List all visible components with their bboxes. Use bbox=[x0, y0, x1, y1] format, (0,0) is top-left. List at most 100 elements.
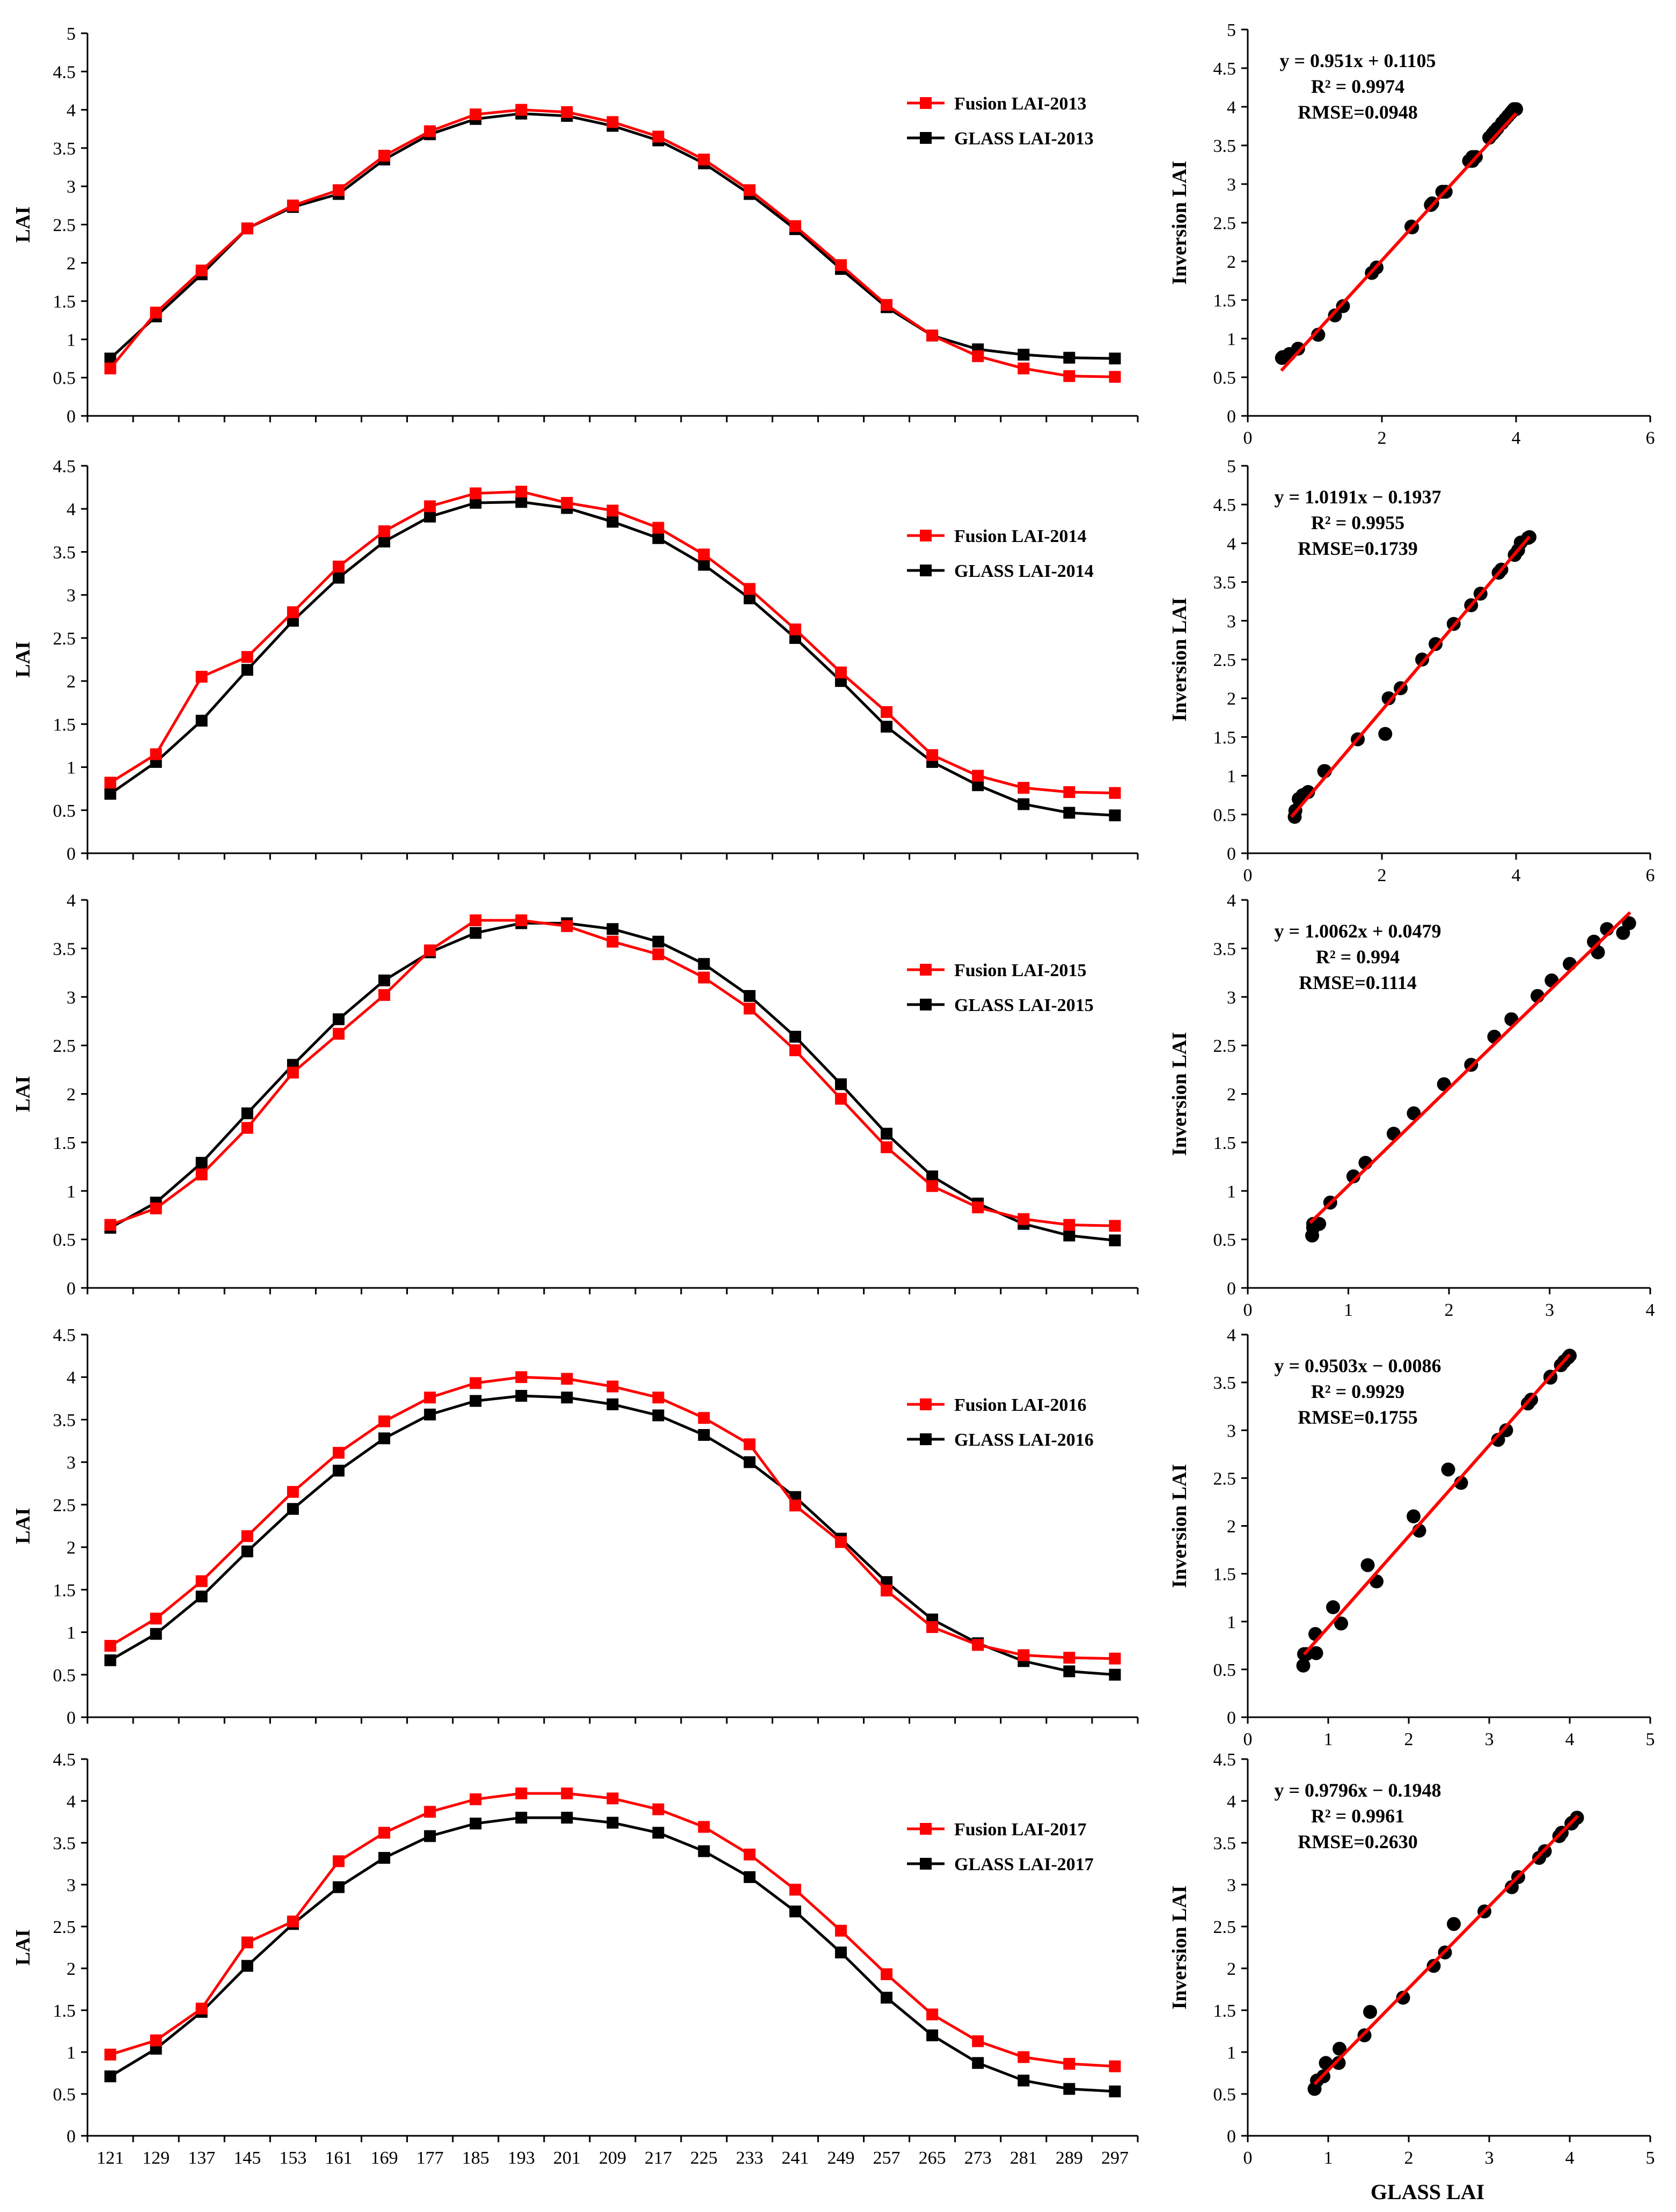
data-point-fusion bbox=[332, 1028, 345, 1040]
data-point-fusion bbox=[1018, 362, 1030, 375]
y-tick-label: 1 bbox=[1227, 329, 1236, 349]
fit-line bbox=[1309, 911, 1631, 1224]
x-tick-label: 1 bbox=[1344, 1300, 1353, 1320]
data-point-fusion bbox=[789, 1499, 801, 1512]
y-tick-label: 0.5 bbox=[1213, 1230, 1236, 1250]
data-point-fusion bbox=[881, 706, 893, 718]
rmse: RMSE=0.2630 bbox=[1298, 1831, 1418, 1852]
y-tick-label: 0.5 bbox=[1213, 368, 1236, 388]
x-tick-label: 0 bbox=[1243, 866, 1253, 885]
data-point-fusion bbox=[972, 1639, 984, 1651]
scatter-point bbox=[1491, 1433, 1505, 1447]
data-point-glass bbox=[470, 1395, 482, 1407]
data-point-glass bbox=[424, 1830, 436, 1842]
data-point-glass bbox=[241, 1546, 253, 1558]
y-tick-label: 2 bbox=[1227, 689, 1236, 709]
data-point-fusion bbox=[835, 666, 847, 679]
y-tick-label: 4.5 bbox=[1213, 59, 1236, 79]
x-tick-label: 6 bbox=[1646, 428, 1655, 448]
x-tick-label: 0 bbox=[1243, 1300, 1253, 1320]
data-point-glass bbox=[241, 1107, 253, 1119]
x-tick-label: 3 bbox=[1485, 1730, 1494, 1749]
legend-label: GLASS LAI-2015 bbox=[954, 995, 1094, 1015]
data-point-fusion bbox=[561, 496, 573, 509]
data-point-fusion bbox=[241, 1530, 253, 1542]
r-squared: R² = 0.9974 bbox=[1311, 76, 1404, 97]
scatter-point bbox=[1296, 1658, 1311, 1673]
scatter-point bbox=[1429, 637, 1443, 651]
data-point-fusion bbox=[972, 770, 984, 782]
data-point-fusion bbox=[1018, 1213, 1030, 1225]
scatter-point bbox=[1407, 1509, 1421, 1524]
data-point-glass bbox=[972, 2057, 984, 2069]
scatter-chart-2015: 0 0.5 1 1.5 2 2.5 3 3.5 4 0 1 2 3 4 Inversion LAI y = 1… bbox=[1168, 891, 1655, 1320]
y-tick-label: 0 bbox=[1227, 1279, 1236, 1299]
data-point-glass bbox=[926, 1170, 939, 1183]
scatter-point bbox=[1505, 1880, 1519, 1894]
data-point-fusion bbox=[332, 1855, 345, 1867]
y-tick-label: 5 bbox=[1227, 20, 1236, 40]
scatter-point bbox=[1328, 308, 1342, 323]
data-point-fusion bbox=[150, 306, 162, 319]
y-tick-label: 2.5 bbox=[1213, 650, 1236, 670]
data-point-fusion bbox=[150, 2034, 162, 2047]
y-tick-label: 2.5 bbox=[1213, 1469, 1236, 1489]
y-tick-label: 2 bbox=[67, 1085, 76, 1105]
data-point-fusion bbox=[652, 948, 664, 961]
data-point-glass bbox=[743, 1456, 756, 1468]
data-point-fusion bbox=[195, 1168, 208, 1181]
scatter-point bbox=[1447, 1917, 1461, 1931]
data-point-glass bbox=[378, 975, 391, 987]
scatter-point bbox=[1509, 102, 1523, 116]
data-point-glass bbox=[378, 536, 391, 548]
data-point-fusion bbox=[652, 1803, 664, 1815]
data-point-fusion bbox=[424, 500, 436, 512]
data-point-fusion bbox=[104, 777, 116, 789]
data-point-glass bbox=[1063, 351, 1075, 364]
y-tick-label: 4 bbox=[67, 101, 76, 121]
x-tick-label: 265 bbox=[919, 2148, 946, 2168]
data-point-fusion bbox=[241, 651, 253, 663]
y-tick-label: 0 bbox=[67, 844, 76, 864]
data-point-fusion bbox=[881, 1141, 893, 1153]
rmse: RMSE=0.0948 bbox=[1298, 101, 1418, 123]
y-tick-label: 4 bbox=[67, 500, 76, 519]
rmse: RMSE=0.1739 bbox=[1298, 538, 1418, 559]
y-axis-label: Inversion LAI bbox=[1168, 1464, 1191, 1588]
y-tick-label: 3.5 bbox=[1213, 573, 1236, 593]
legend-swatch-marker bbox=[920, 97, 932, 109]
x-tick-label: 5 bbox=[1646, 2148, 1655, 2168]
fit-equation: y = 0.951x + 0.1105 bbox=[1279, 50, 1436, 71]
fit-line bbox=[1313, 1814, 1579, 2085]
data-point-fusion bbox=[789, 623, 801, 635]
data-point-glass bbox=[332, 1881, 345, 1893]
legend-label: Fusion LAI-2014 bbox=[954, 526, 1087, 546]
data-point-glass bbox=[743, 1871, 756, 1883]
x-tick-label: 129 bbox=[142, 2148, 170, 2168]
data-point-fusion bbox=[1018, 782, 1030, 794]
data-point-fusion bbox=[652, 1391, 664, 1404]
data-point-glass bbox=[606, 516, 619, 528]
data-point-fusion bbox=[195, 265, 208, 277]
legend-swatch-marker bbox=[920, 530, 932, 541]
data-point-fusion bbox=[150, 748, 162, 760]
scatter-point bbox=[1309, 1646, 1323, 1660]
x-tick-label: 297 bbox=[1101, 2148, 1129, 2168]
y-tick-label: 4.5 bbox=[53, 1750, 76, 1770]
data-point-fusion bbox=[515, 914, 528, 926]
data-point-fusion bbox=[515, 1371, 528, 1383]
fit-equation: y = 0.9503x − 0.0086 bbox=[1274, 1355, 1441, 1376]
x-tick-label: 273 bbox=[964, 2148, 992, 2168]
y-axis-label: LAI bbox=[12, 1508, 34, 1544]
legend-label: Fusion LAI-2013 bbox=[954, 94, 1087, 114]
data-point-fusion bbox=[561, 920, 573, 932]
y-tick-label: 0.5 bbox=[1213, 1660, 1236, 1680]
data-point-fusion bbox=[1063, 1219, 1075, 1231]
y-tick-label: 1 bbox=[67, 330, 76, 350]
legend-label: GLASS LAI-2017 bbox=[954, 1855, 1094, 1874]
y-tick-label: 0.5 bbox=[53, 369, 76, 389]
y-tick-label: 0.5 bbox=[53, 2085, 76, 2105]
scatter-point bbox=[1319, 2056, 1333, 2070]
y-tick-label: 4 bbox=[1227, 1325, 1236, 1345]
x-tick-label: 2 bbox=[1445, 1300, 1454, 1320]
